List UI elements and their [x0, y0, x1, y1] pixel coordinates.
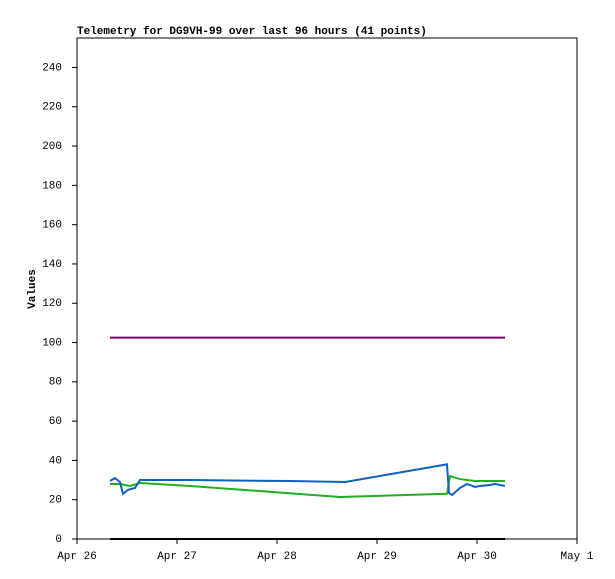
y-tick-label: 0 — [55, 534, 62, 546]
series-line — [109, 463, 506, 497]
y-tick-label: 180 — [42, 180, 62, 192]
x-tick-label: Apr 26 — [57, 551, 97, 563]
y-tick-label: 60 — [49, 416, 62, 428]
y-tick-label: 160 — [42, 220, 62, 232]
y-tick-label: 140 — [42, 259, 62, 271]
x-tick-label: Apr 27 — [157, 551, 197, 563]
y-tick-label: 80 — [49, 377, 62, 389]
chart-title: Telemetry for DG9VH-99 over last 96 hour… — [77, 26, 427, 38]
y-axis-label: Values — [27, 269, 39, 309]
series-line — [110, 474, 505, 498]
x-tick-label: May 1 — [560, 551, 593, 563]
y-tick-label: 200 — [42, 141, 62, 153]
y-tick-label: 120 — [42, 298, 62, 310]
y-tick-label: 240 — [42, 62, 62, 74]
plot-frame — [76, 37, 578, 540]
x-tick-label: Apr 30 — [457, 551, 497, 563]
y-tick-label: 40 — [49, 455, 62, 467]
y-tick-label: 100 — [42, 337, 62, 349]
x-tick-label: Apr 29 — [357, 551, 397, 563]
y-tick-label: 220 — [42, 102, 62, 114]
y-tick-label: 20 — [49, 495, 62, 507]
x-tick-label: Apr 28 — [257, 551, 297, 563]
